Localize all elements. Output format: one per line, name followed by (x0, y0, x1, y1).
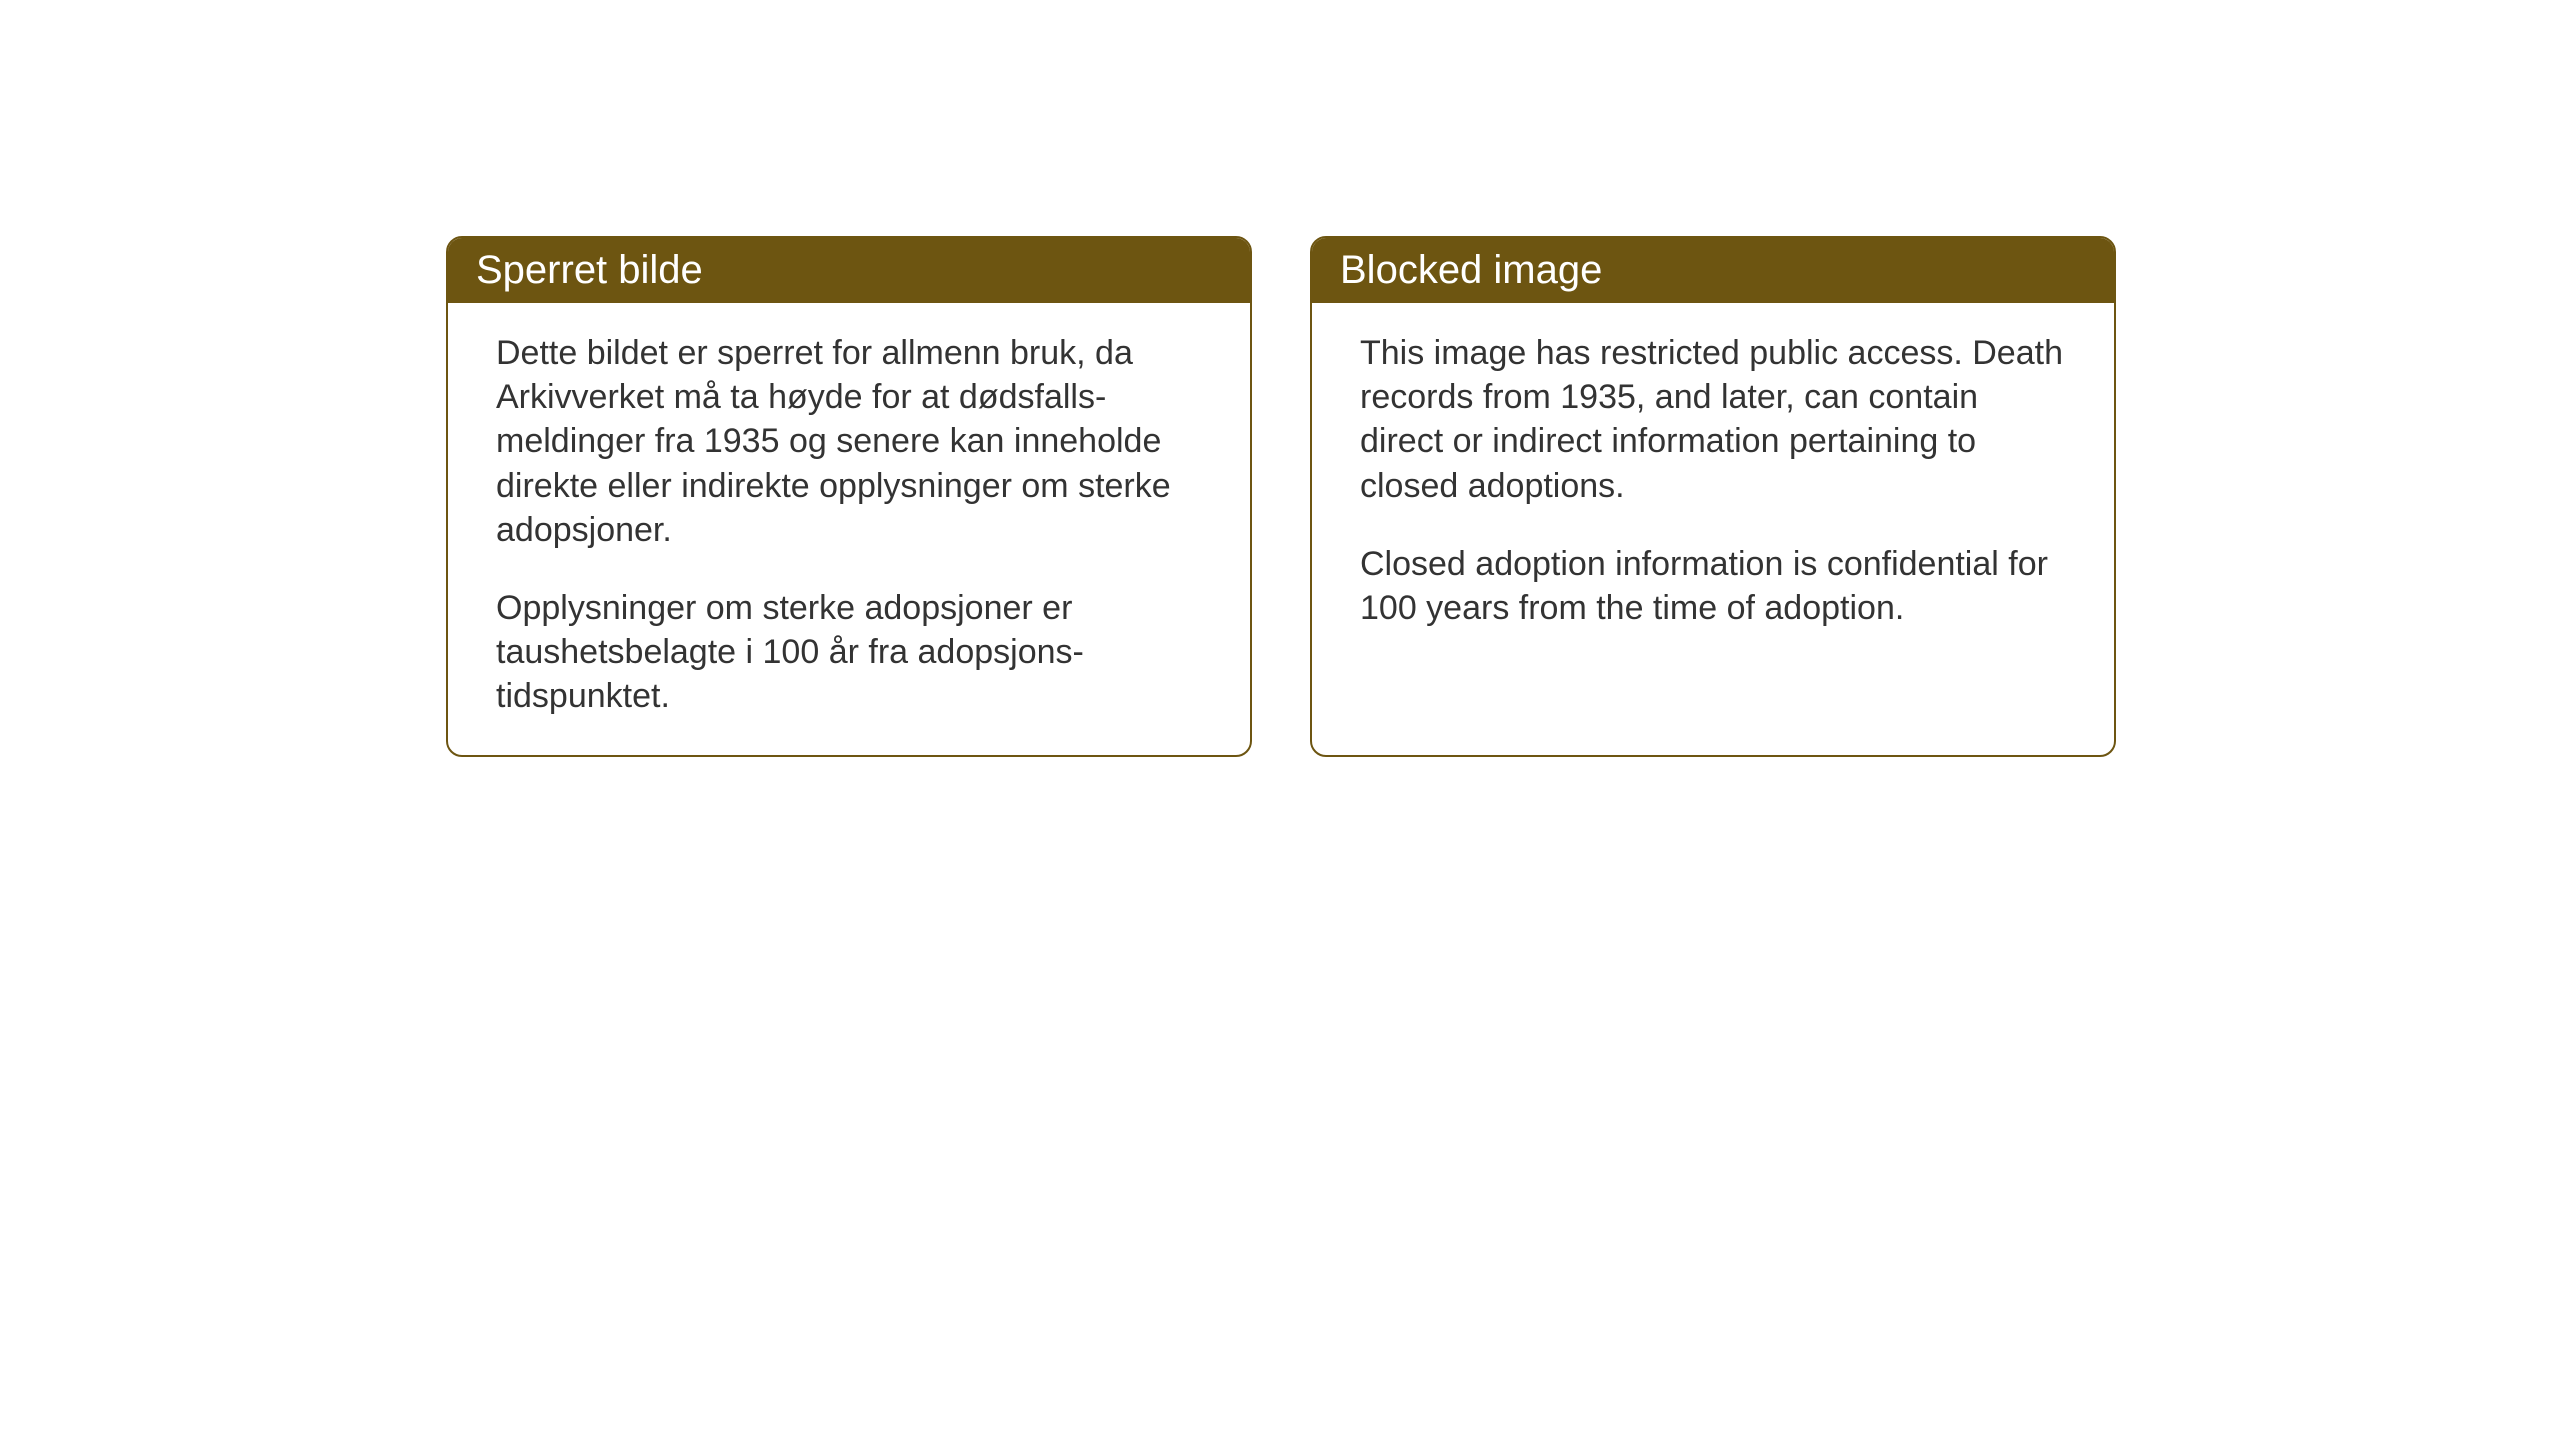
card-norwegian-body: Dette bildet er sperret for allmenn bruk… (448, 303, 1250, 755)
card-english-paragraph-1: This image has restricted public access.… (1360, 331, 2066, 508)
card-norwegian: Sperret bilde Dette bildet er sperret fo… (446, 236, 1252, 757)
card-english-title: Blocked image (1340, 248, 1602, 292)
card-norwegian-title: Sperret bilde (476, 248, 703, 292)
card-english-header: Blocked image (1312, 238, 2114, 303)
card-norwegian-paragraph-2: Opplysninger om sterke adopsjoner er tau… (496, 586, 1202, 719)
cards-container: Sperret bilde Dette bildet er sperret fo… (446, 236, 2116, 757)
card-english: Blocked image This image has restricted … (1310, 236, 2116, 757)
card-english-body: This image has restricted public access.… (1312, 303, 2114, 666)
card-norwegian-header: Sperret bilde (448, 238, 1250, 303)
card-english-paragraph-2: Closed adoption information is confident… (1360, 542, 2066, 630)
card-norwegian-paragraph-1: Dette bildet er sperret for allmenn bruk… (496, 331, 1202, 552)
